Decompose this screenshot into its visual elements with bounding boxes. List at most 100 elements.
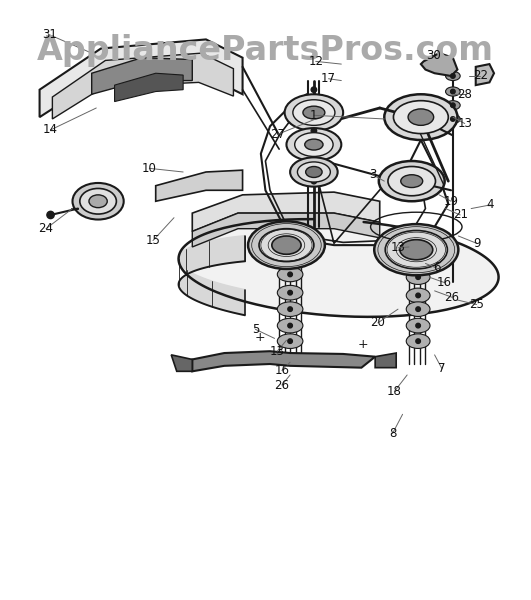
Ellipse shape [295,133,333,157]
Text: 16: 16 [275,364,289,377]
Circle shape [288,272,293,277]
Text: 1: 1 [310,109,318,122]
Text: 28: 28 [457,88,472,101]
Circle shape [416,293,421,298]
Ellipse shape [73,183,124,220]
Ellipse shape [374,224,458,275]
Polygon shape [192,213,380,247]
Text: 26: 26 [444,291,459,304]
Text: 30: 30 [426,49,441,62]
Text: 12: 12 [308,55,323,68]
Ellipse shape [290,157,338,187]
Ellipse shape [406,318,430,333]
Ellipse shape [384,94,457,140]
Ellipse shape [277,318,303,333]
Text: 16: 16 [437,276,452,289]
Ellipse shape [303,106,325,119]
Text: 8: 8 [389,427,396,440]
Polygon shape [178,236,244,315]
Text: 10: 10 [142,162,157,175]
Ellipse shape [401,175,423,188]
Ellipse shape [277,286,303,300]
Ellipse shape [406,302,430,316]
Text: 27: 27 [270,128,285,141]
Text: 18: 18 [387,385,402,398]
Text: 19: 19 [443,195,459,208]
Ellipse shape [286,128,341,161]
Polygon shape [178,219,499,317]
Ellipse shape [446,101,460,110]
Circle shape [311,87,316,92]
Text: 13: 13 [270,345,285,358]
Ellipse shape [277,334,303,349]
Text: 3: 3 [369,168,376,181]
Circle shape [311,128,316,134]
Text: 26: 26 [275,379,289,392]
Polygon shape [476,64,494,85]
Ellipse shape [406,334,430,349]
Ellipse shape [259,229,314,262]
Polygon shape [40,40,243,117]
Polygon shape [526,329,531,351]
Ellipse shape [400,239,433,260]
Circle shape [451,103,455,107]
Circle shape [451,89,455,94]
Ellipse shape [408,109,434,125]
Ellipse shape [277,302,303,316]
Text: 14: 14 [43,124,58,136]
Circle shape [416,307,421,311]
Circle shape [288,307,293,311]
Text: 9: 9 [473,237,481,250]
Ellipse shape [446,71,460,80]
Text: +: + [358,338,369,352]
Ellipse shape [406,288,430,303]
Ellipse shape [277,267,303,282]
Ellipse shape [388,167,435,196]
Ellipse shape [297,162,330,182]
Ellipse shape [293,100,335,125]
Circle shape [416,275,421,280]
Circle shape [416,323,421,328]
Polygon shape [92,58,192,94]
Ellipse shape [379,161,444,201]
Text: 25: 25 [469,298,484,311]
Text: 24: 24 [38,222,54,235]
Circle shape [288,339,293,343]
Ellipse shape [80,188,116,214]
Text: +: + [255,331,266,344]
Text: 13: 13 [457,117,472,130]
Ellipse shape [248,221,325,269]
Polygon shape [53,53,234,119]
Circle shape [311,101,316,106]
Ellipse shape [306,167,322,178]
Text: 15: 15 [145,234,160,247]
Text: 4: 4 [486,199,494,211]
Text: 6: 6 [433,262,440,274]
Ellipse shape [446,115,460,124]
Polygon shape [375,353,396,368]
Ellipse shape [406,270,430,284]
Ellipse shape [272,236,301,254]
Ellipse shape [305,139,323,150]
Circle shape [288,290,293,295]
Text: 20: 20 [371,316,386,329]
Polygon shape [172,355,192,371]
Circle shape [311,178,316,184]
Text: 7: 7 [438,362,446,375]
Text: 17: 17 [321,72,336,85]
Ellipse shape [385,230,448,269]
Text: AppliancePartsPros.com: AppliancePartsPros.com [37,34,494,67]
Circle shape [311,164,316,170]
Polygon shape [192,192,380,232]
Text: 5: 5 [252,323,259,336]
Circle shape [451,116,455,121]
Polygon shape [115,73,183,101]
Text: 22: 22 [473,70,488,82]
Polygon shape [421,53,457,76]
Text: 31: 31 [42,28,57,41]
Text: 13: 13 [391,241,406,254]
Ellipse shape [393,101,448,134]
Circle shape [311,115,316,120]
Polygon shape [297,99,334,117]
Circle shape [47,211,54,218]
